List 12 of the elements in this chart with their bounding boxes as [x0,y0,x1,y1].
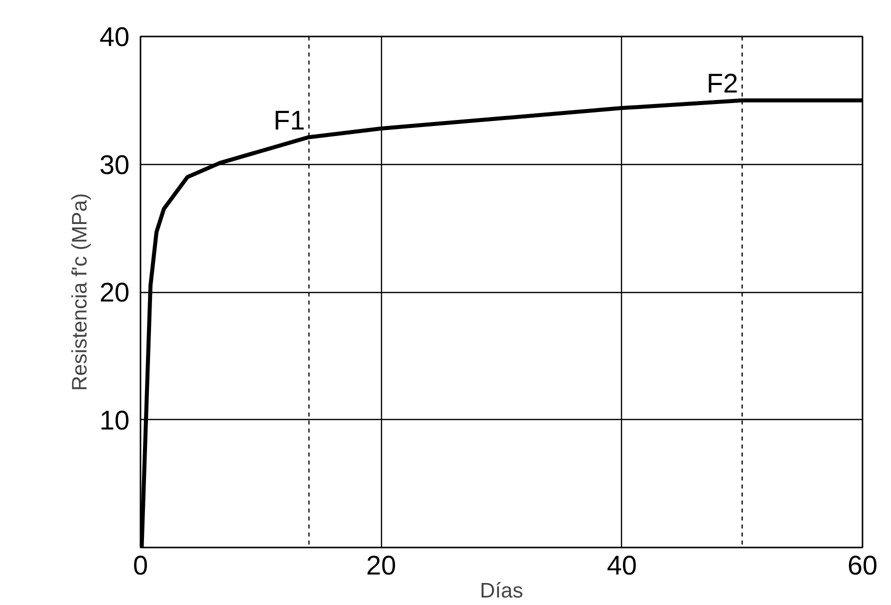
x-tick-label: 40 [606,550,637,580]
x-axis-title: Días [480,580,524,602]
x-tick-label: 0 [132,550,148,580]
x-tick-label: 60 [847,550,878,580]
y-tick-label: 20 [99,278,130,308]
y-axis-title: Resistencia f'c (MPa) [68,193,92,391]
x-tick-label: 20 [366,550,396,580]
annotation: F1 [273,105,305,136]
annotation: F2 [706,68,738,98]
y-tick-label: 30 [99,150,130,180]
y-tick-label: 10 [99,405,130,436]
y-tick-label: 40 [99,22,130,52]
